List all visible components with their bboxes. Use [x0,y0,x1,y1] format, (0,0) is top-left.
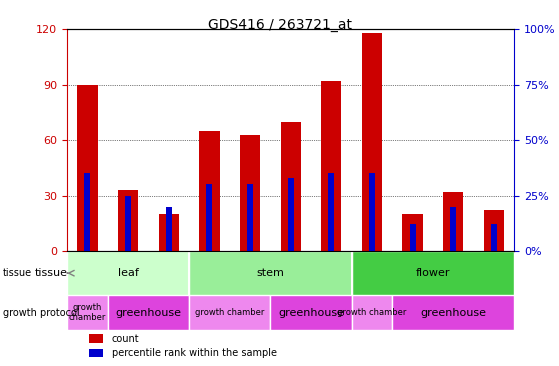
Text: growth protocol: growth protocol [3,308,79,318]
Text: count: count [112,334,139,344]
Text: tissue: tissue [3,268,32,278]
Text: growth chamber: growth chamber [195,308,264,317]
Text: percentile rank within the sample: percentile rank within the sample [112,348,277,358]
Bar [443,192,463,251]
Bar [369,173,375,251]
Text: leaf: leaf [117,268,139,278]
Bar [362,33,382,251]
Bar [402,214,423,251]
FancyBboxPatch shape [271,295,352,330]
FancyBboxPatch shape [67,251,189,295]
Bar [484,210,504,251]
FancyBboxPatch shape [352,251,514,295]
Bar [206,184,212,251]
Text: stem: stem [257,268,285,278]
Bar [247,184,253,251]
Bar [281,122,301,251]
Bar [450,207,456,251]
FancyBboxPatch shape [67,295,108,330]
Bar [118,190,138,251]
FancyBboxPatch shape [189,295,271,330]
FancyBboxPatch shape [352,295,392,330]
Bar [240,135,260,251]
Text: growth chamber: growth chamber [337,308,407,317]
Bar [410,224,416,251]
Text: tissue: tissue [35,268,68,278]
Bar [89,335,103,343]
Bar [491,224,497,251]
Text: flower: flower [416,268,450,278]
FancyBboxPatch shape [108,295,189,330]
Bar [165,207,172,251]
FancyBboxPatch shape [189,251,352,295]
Bar [288,178,293,251]
Text: greenhouse: greenhouse [278,308,344,318]
Text: GDS416 / 263721_at: GDS416 / 263721_at [207,18,352,32]
Text: greenhouse: greenhouse [115,308,181,318]
Bar [89,349,103,357]
FancyBboxPatch shape [392,295,514,330]
Bar [321,81,342,251]
Bar [77,85,98,251]
Bar [159,214,179,251]
Bar [125,195,131,251]
Text: greenhouse: greenhouse [420,308,486,318]
Bar [199,131,220,251]
Bar [328,173,334,251]
Text: growth
chamber: growth chamber [69,303,106,322]
Bar [84,173,91,251]
